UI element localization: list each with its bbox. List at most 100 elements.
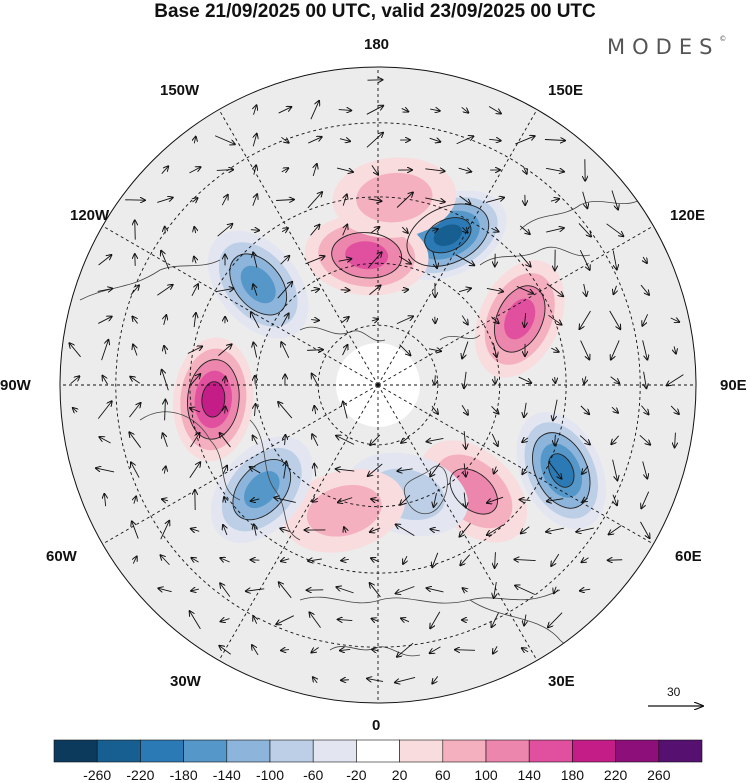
wind-vector [221, 619, 230, 622]
wind-vector [70, 376, 80, 385]
wind-vector [639, 434, 650, 444]
wind-vector [134, 496, 136, 504]
latitude-circle [115, 122, 641, 648]
wind-vector [313, 164, 317, 177]
wind-vector [101, 340, 109, 361]
meridian-label-90e: 90E [720, 377, 747, 394]
wind-vector [544, 139, 565, 140]
wind-vector [96, 468, 115, 473]
wind-vector [489, 139, 501, 140]
wind-vector [582, 465, 589, 474]
wind-vector [401, 226, 408, 233]
meridian-line [377, 225, 654, 386]
wind-vector [161, 251, 170, 270]
modes-logo-text: MODES [607, 35, 720, 59]
wind-vector [578, 223, 591, 236]
wind-vector [312, 434, 319, 446]
wind-vector [253, 284, 257, 296]
wind-vector [548, 612, 563, 628]
wind-vector [522, 438, 529, 442]
meridian-line [218, 109, 379, 386]
meridian-line [377, 384, 654, 545]
wind-vector [250, 230, 259, 231]
colorbar-swatch [312, 739, 357, 763]
wind-vector [461, 106, 469, 112]
contour-line [406, 203, 490, 267]
wind-vector [281, 559, 290, 561]
contour-line [424, 217, 472, 254]
anomaly-shading [548, 453, 575, 488]
wind-vector [462, 227, 467, 232]
colorbar-swatch [442, 739, 487, 763]
wind-vector [461, 404, 468, 415]
wind-vector [514, 559, 536, 560]
wind-vector [343, 402, 348, 419]
wind-vector [254, 105, 257, 115]
colorbar-swatch [572, 739, 616, 763]
colorbar-tick-label: 60 [435, 767, 451, 783]
wind-vector [220, 583, 231, 597]
wind-vector [135, 220, 136, 240]
contour-line [493, 285, 546, 353]
wind-vector [609, 310, 621, 329]
anomaly-shading [201, 381, 225, 418]
anomaly-shading [504, 298, 536, 340]
wind-vectors [69, 80, 684, 684]
wind-vector [162, 370, 169, 391]
wind-vector [491, 433, 498, 446]
colorbar-tick-label: -100 [255, 767, 285, 783]
wind-vector [523, 166, 526, 173]
wind-vector [642, 314, 649, 325]
contour-line [532, 432, 591, 509]
wind-vector [310, 289, 319, 291]
wind-vector [371, 165, 378, 174]
wind-vector [670, 318, 679, 322]
wind-vector [279, 582, 292, 599]
wind-vector [97, 289, 113, 292]
wind-vector [312, 374, 319, 387]
wind-vector [313, 677, 317, 684]
wind-vector [611, 340, 620, 359]
wind-vector [189, 374, 200, 387]
wind-vector [612, 250, 617, 270]
wind-vector [642, 461, 648, 479]
wind-vector [129, 403, 140, 418]
wind-vector [252, 194, 257, 206]
colorbar-swatch [658, 739, 703, 763]
colorbar-tick-label: 220 [603, 767, 628, 783]
wind-vector [432, 552, 439, 567]
wind-vector [403, 555, 407, 564]
contour-line [449, 468, 498, 515]
wind-vector [158, 588, 172, 591]
wind-vector [455, 650, 476, 651]
wind-vector [491, 228, 498, 231]
wind-vector [397, 469, 413, 471]
wind-vector [276, 615, 294, 625]
wind-vector [366, 106, 383, 115]
wind-vector [194, 137, 195, 144]
wind-vector [546, 228, 564, 233]
meridian-label-120w: 120W [70, 207, 110, 224]
contour-line [187, 359, 240, 440]
wind-vector [522, 648, 529, 652]
meridian-label-150e: 150E [548, 82, 584, 99]
wind-vector [427, 588, 444, 593]
wind-vector [218, 344, 231, 356]
wind-vector [308, 137, 321, 144]
wind-vector [278, 402, 293, 419]
wind-vector [164, 466, 165, 474]
wind-vector [305, 256, 324, 265]
wind-vector [132, 317, 138, 324]
meridian-line [377, 384, 538, 661]
wind-vector [340, 317, 348, 324]
wind-vector [674, 346, 676, 353]
wind-vector [278, 107, 292, 114]
wind-vector [369, 285, 380, 295]
wind-vector [396, 192, 413, 208]
wind-vector [165, 400, 166, 421]
colorbar-tick-label: 100 [474, 767, 498, 783]
wind-vector [216, 170, 233, 171]
wind-vector [464, 463, 466, 476]
wind-vector [194, 257, 196, 264]
wind-vector [336, 436, 355, 445]
